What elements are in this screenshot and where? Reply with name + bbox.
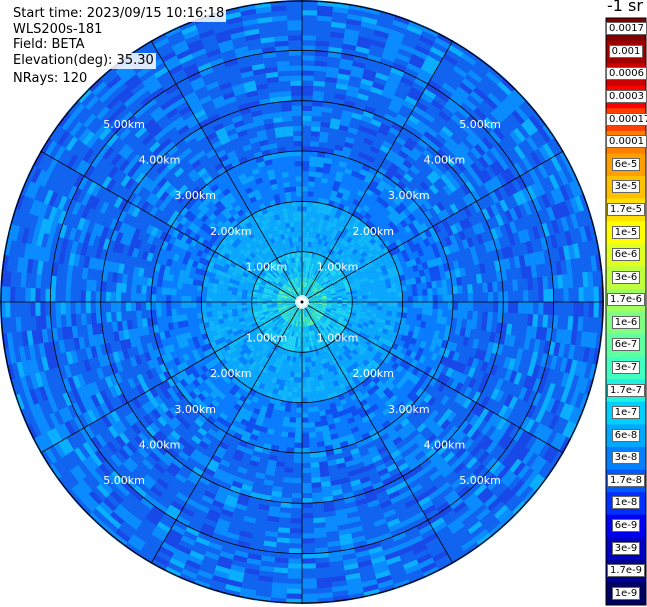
colorbar-label: 6e-5: [606, 157, 646, 171]
colorbar-label: 1e-6: [606, 315, 646, 329]
colorbar-label-text: 1e-6: [611, 315, 641, 329]
colorbar-label-text: 0.00017: [606, 112, 647, 126]
ring-label-2km: 2.00km: [352, 225, 394, 238]
ring-label-1km: 1.00km: [317, 260, 359, 273]
spoke-30deg: [301, 40, 454, 303]
colorbar-label-text: 0.0017: [606, 22, 647, 36]
colorbar-label: 6e-7: [606, 338, 646, 352]
ring-label-1km: 1.00km: [317, 332, 359, 345]
ring-label-4km: 4.00km: [139, 438, 181, 451]
spoke-210deg: [150, 301, 303, 564]
colorbar-label-text: 6e-5: [611, 157, 641, 171]
ring-label-2km: 2.00km: [210, 367, 252, 380]
ring-label-2km: 2.00km: [210, 225, 252, 238]
colorbar-label: 1.7e-6: [606, 293, 646, 307]
colorbar-label-text: 1.7e-9: [606, 564, 646, 578]
nrays-text: NRays: 120: [11, 71, 90, 87]
ring-label-3km: 3.00km: [388, 403, 430, 416]
colorbar-label-text: 3e-5: [611, 180, 641, 194]
ring-label-1km: 1.00km: [246, 260, 288, 273]
spoke-330deg: [150, 40, 303, 303]
colorbar-label-text: 3e-9: [611, 541, 641, 555]
spoke-150deg: [301, 301, 454, 564]
colorbar-label: 0.001: [606, 44, 646, 58]
ring-label-2km: 2.00km: [352, 367, 394, 380]
colorbar-label: 3e-8: [606, 451, 646, 465]
colorbar-label-text: 0.0006: [606, 67, 647, 81]
colorbar-label-text: 1.7e-5: [606, 202, 646, 216]
colorbar-label: 0.0001: [606, 135, 647, 149]
spoke-60deg: [301, 150, 564, 303]
colorbar-label: 6e-9: [606, 519, 646, 532]
colorbar-label: 1.7e-7: [606, 383, 646, 397]
colorbar-unit-label: -1 sr: [607, 0, 643, 15]
colorbar-label: 3e-5: [606, 180, 646, 194]
colorbar-label-text: 0.001: [608, 44, 644, 58]
ring-label-5km: 5.00km: [459, 474, 501, 487]
colorbar-label-text: 1e-9: [611, 586, 641, 600]
colorbar-label-text: 1.7e-8: [606, 473, 646, 487]
colorbar-label: 1e-9: [606, 586, 646, 600]
colorbar-label-text: 1.7e-7: [606, 383, 646, 397]
colorbar-label: 1.7e-9: [606, 564, 646, 578]
colorbar-label-text: 0.0001: [606, 135, 647, 149]
colorbar-label: 6e-6: [606, 248, 646, 262]
colorbar-label-text: 6e-9: [611, 519, 641, 532]
ring-label-1km: 1.00km: [246, 332, 288, 345]
colorbar-label-text: 1e-8: [611, 496, 641, 510]
colorbar-label-text: 6e-8: [611, 428, 641, 442]
elevation-text: Elevation(deg): 35.30: [11, 53, 156, 69]
device-name-text: WLS200s-181: [11, 22, 105, 38]
ring-label-4km: 4.00km: [139, 154, 181, 167]
ring-label-3km: 3.00km: [174, 189, 216, 202]
colorbar-label: 1e-5: [606, 225, 646, 239]
ring-label-4km: 4.00km: [424, 154, 466, 167]
field-text: Field: BETA: [11, 37, 87, 53]
colorbar-label: 1e-8: [606, 496, 646, 510]
center-marker: [300, 300, 304, 304]
ring-label-5km: 5.00km: [459, 118, 501, 131]
colorbar-label-text: 1e-5: [611, 225, 641, 239]
ppi-gates: [0, 0, 604, 604]
colorbar-label-text: 6e-6: [611, 248, 641, 262]
colorbar-label: 1e-7: [606, 406, 646, 420]
colorbar-label: 0.0017: [606, 22, 647, 36]
ring-label-5km: 5.00km: [103, 474, 145, 487]
start-time-text: Start time: 2023/09/15 10:16:18: [11, 6, 227, 22]
ring-label-5km: 5.00km: [103, 118, 145, 131]
colorbar-label-text: 6e-7: [611, 338, 641, 352]
colorbar-label-text: 3e-6: [611, 270, 641, 284]
ring-label-3km: 3.00km: [388, 189, 430, 202]
colorbar-label-text: 1.7e-6: [606, 293, 646, 307]
spoke-240deg: [40, 301, 303, 454]
colorbar-label: 1.7e-5: [606, 202, 646, 216]
colorbar-label: 0.00017: [606, 112, 647, 126]
colorbar-label-text: 3e-8: [611, 451, 641, 465]
colorbar-label: 6e-8: [606, 428, 646, 442]
ring-label-4km: 4.00km: [424, 438, 466, 451]
colorbar-label-text: 3e-7: [611, 360, 641, 374]
spoke-300deg: [40, 150, 303, 303]
spoke-120deg: [301, 301, 564, 454]
colorbar-label: 3e-6: [606, 270, 646, 284]
colorbar-label: 3e-7: [606, 360, 646, 374]
colorbar-label: 1.7e-8: [606, 473, 646, 487]
colorbar-label: 0.0006: [606, 67, 647, 81]
colorbar-label: 0.0003: [606, 90, 647, 103]
colorbar-label: 3e-9: [606, 541, 646, 555]
ring-label-3km: 3.00km: [174, 403, 216, 416]
colorbar-label-text: 0.0003: [606, 90, 647, 103]
colorbar-label-text: 1e-7: [611, 406, 641, 420]
colorbar-border: [605, 17, 647, 606]
